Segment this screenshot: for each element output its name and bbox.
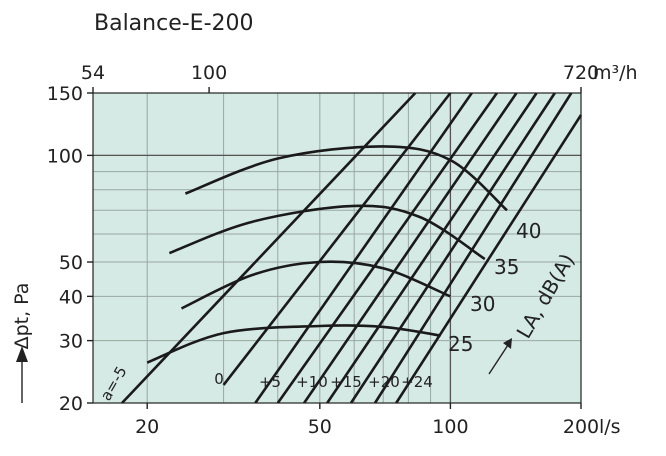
y-tick-label: 100 [47,145,83,167]
y-tick-label: 150 [47,83,83,105]
setting-line [276,92,498,404]
x-axis-unit: l/s [599,416,621,438]
setting-line-label: +15 [330,373,362,391]
setting-line [222,92,452,386]
setting-line-label: +24 [401,373,433,391]
tick-layer: 20 50 100 200 54 100 720 20 30 40 50 100 150 [47,62,599,438]
setting-line [326,92,538,404]
setting-line [395,114,583,404]
x-tick-label: 50 [308,416,332,438]
chart-title: Balance-E-200 [94,11,254,36]
chart-title-group: Balance-E-200 [94,11,254,36]
x-tick-label: 100 [432,416,468,438]
sound-level-label: 40 [516,219,541,243]
sound-axis-arrow-line [488,344,509,375]
y-tick-label: 40 [59,286,83,308]
curve-layer [121,92,583,404]
setting-line [303,92,518,404]
x2-tick-label: 720 [563,62,599,84]
setting-line [373,92,573,404]
sound-axis-arrow-icon [503,338,512,349]
sound-level-label: 30 [470,292,495,316]
y-axis-arrow-icon [16,346,28,362]
setting-line-label: +20 [368,373,400,391]
x2-axis-unit: m³/h [593,62,638,84]
sound-level-label: 25 [448,332,473,356]
x2-tick-label: 54 [81,62,105,84]
setting-line [349,92,556,404]
plot-frame [92,92,582,404]
x-tick-label: 20 [135,416,159,438]
setting-line [254,92,473,404]
sound-level-curve [168,204,486,261]
setting-line-label: +5 [259,373,281,391]
x-tick-label: 200 [563,416,599,438]
setting-line-label: 0 [214,370,224,388]
sound-level-label: 35 [494,255,519,279]
sound-level-curve [184,145,508,212]
sound-level-curve [180,260,451,310]
y-axis-label: Δpt, Pa [11,283,33,350]
y-tick-label: 20 [59,393,83,415]
setting-line-label: +10 [296,373,328,391]
y-tick-label: 30 [59,331,83,353]
y-tick-label: 50 [59,252,83,274]
sound-level-curve [146,324,441,364]
x2-tick-label: 100 [191,62,227,84]
